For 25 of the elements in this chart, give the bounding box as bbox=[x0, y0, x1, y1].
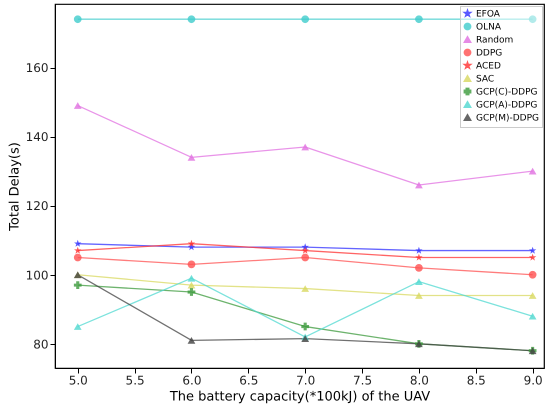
x-tick-label: 9.0 bbox=[524, 374, 543, 388]
x-tick-label: 7.0 bbox=[296, 374, 316, 388]
legend-label: Random bbox=[476, 36, 514, 46]
x-tick-label: 6.0 bbox=[182, 374, 202, 388]
y-tick-label: 100 bbox=[26, 268, 48, 282]
x-tick-label: 8.5 bbox=[466, 374, 486, 388]
y-axis-title: Total Delay(s) bbox=[8, 142, 23, 232]
legend-label: ACED bbox=[476, 62, 501, 72]
legend-label: GCP(A)-DDPG bbox=[476, 100, 538, 110]
x-tick-label: 6.5 bbox=[239, 374, 258, 388]
legend-label: DDPG bbox=[476, 48, 502, 58]
y-tick-label: 140 bbox=[26, 130, 48, 144]
x-tick-label: 8.0 bbox=[410, 374, 429, 388]
x-tick-label: 5.0 bbox=[68, 374, 88, 388]
legend-label: OLNA bbox=[476, 22, 502, 32]
legend-label: GCP(C)-DDPG bbox=[476, 88, 538, 98]
legend-label: GCP(M)-DDPG bbox=[476, 114, 540, 124]
x-tick-label: 5.5 bbox=[126, 374, 145, 388]
y-tick-label: 80 bbox=[33, 337, 48, 352]
x-tick-label: 7.5 bbox=[353, 374, 372, 388]
x-axis-title: The battery capacity(*100kJ) of the UAV bbox=[168, 390, 430, 404]
y-tick-label: 160 bbox=[26, 61, 48, 76]
y-tick-label: 120 bbox=[26, 199, 48, 214]
legend-label: SAC bbox=[476, 74, 494, 84]
legend-label: EFOA bbox=[476, 10, 501, 20]
